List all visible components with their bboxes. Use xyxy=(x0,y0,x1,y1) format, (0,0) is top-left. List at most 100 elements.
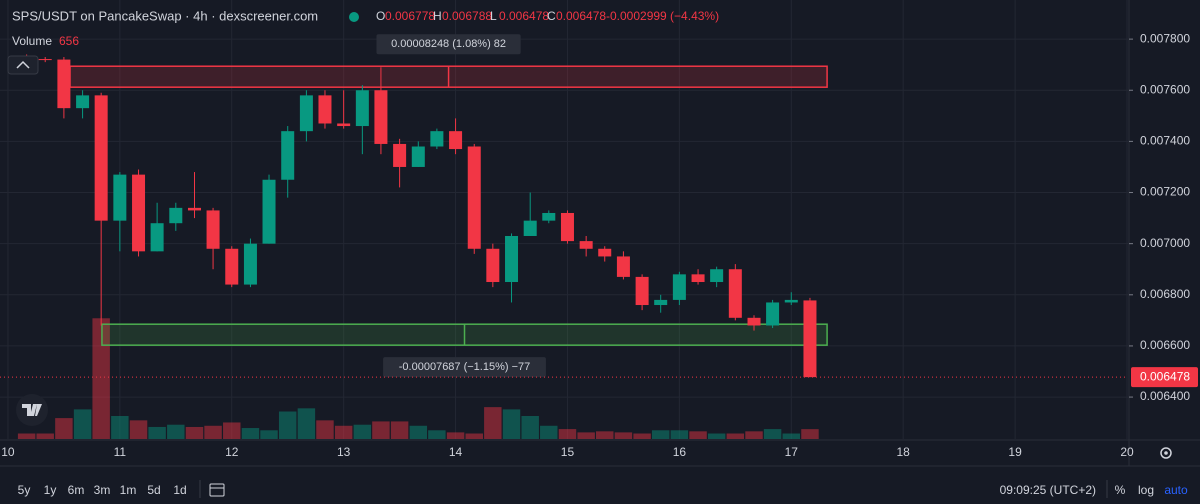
candle-body xyxy=(523,220,537,236)
clock: 09:09:25 (UTC+2) xyxy=(1000,483,1096,497)
candle-body xyxy=(747,317,761,326)
candle xyxy=(579,235,593,257)
ohlc-key: L xyxy=(490,9,497,23)
candle-body xyxy=(169,207,183,224)
candle-body xyxy=(355,90,369,127)
candle xyxy=(113,172,127,252)
range-button[interactable]: 1m xyxy=(120,483,137,497)
candle xyxy=(132,169,146,257)
candle-body xyxy=(505,235,519,283)
gear[interactable] xyxy=(1160,447,1172,459)
y-tick-label: 0.007200 xyxy=(1140,185,1190,199)
volume-bar xyxy=(111,415,129,439)
candle xyxy=(299,90,313,142)
calendar[interactable] xyxy=(209,483,225,497)
range-button[interactable]: 5y xyxy=(18,483,31,497)
candle xyxy=(672,271,686,306)
candle xyxy=(355,85,369,155)
candle-body xyxy=(299,95,313,132)
collapse-button[interactable] xyxy=(7,55,39,75)
zone-label: 0.00008248 (1.08%) 82 xyxy=(391,38,506,50)
volume-bar xyxy=(390,421,409,439)
x-tick-label: 17 xyxy=(785,445,799,459)
volume-bar xyxy=(223,422,241,439)
candle-body xyxy=(430,131,444,147)
candle xyxy=(691,269,705,285)
candle xyxy=(505,233,519,303)
candle xyxy=(598,246,612,262)
candle-body xyxy=(766,302,780,326)
chart-title: SPS/USDT on PancakeSwap · 4h · dexscreen… xyxy=(12,8,318,23)
volume-bar xyxy=(17,433,36,439)
candle-body xyxy=(337,123,351,127)
x-tick-label: 14 xyxy=(449,445,463,459)
scale-option[interactable]: log xyxy=(1138,483,1154,497)
candle-body xyxy=(486,248,500,283)
range-button[interactable]: 1y xyxy=(44,483,57,497)
volume-bar xyxy=(633,433,651,439)
ohlc-key: O xyxy=(376,9,385,23)
volume-pane xyxy=(17,318,819,439)
candle-body xyxy=(467,146,481,249)
candle xyxy=(243,238,257,288)
volume-bar xyxy=(558,429,577,439)
scale-option[interactable]: auto xyxy=(1164,483,1188,497)
settings-icon[interactable] xyxy=(1160,447,1172,459)
candle xyxy=(411,141,425,167)
candle-body xyxy=(262,179,276,244)
zone-label: -0.00007687 (−1.15%) −77 xyxy=(399,361,531,373)
scale-option[interactable]: % xyxy=(1115,483,1126,497)
ohlc-key: C xyxy=(547,9,556,23)
candle-body xyxy=(616,256,630,277)
calendar-icon[interactable] xyxy=(209,483,225,497)
candle xyxy=(76,90,90,119)
volume-bar xyxy=(465,433,483,439)
volume-bar xyxy=(334,425,353,439)
x-tick-label: 20 xyxy=(1120,445,1134,459)
candle-body xyxy=(635,276,649,306)
ohlc-value: 0.006788 xyxy=(442,9,492,23)
header: SPS/USDT on PancakeSwap · 4h · dexscreen… xyxy=(7,8,719,75)
candle xyxy=(449,118,463,155)
candle-body xyxy=(803,300,817,378)
x-tick-label: 13 xyxy=(337,445,351,459)
volume-bar xyxy=(185,426,204,439)
range-button[interactable]: 5d xyxy=(147,483,160,497)
collapse-icon xyxy=(16,60,30,69)
candle xyxy=(337,90,351,129)
zone-label-box xyxy=(376,34,521,55)
y-tick-label: 0.006600 xyxy=(1140,338,1190,352)
volume-bar xyxy=(36,433,54,439)
candle xyxy=(430,128,444,150)
change-value: -0.0002999 (−4.43%) xyxy=(606,9,719,23)
candles xyxy=(20,54,817,378)
volume-bar xyxy=(372,421,390,439)
candle xyxy=(225,246,239,288)
ohlc-value: 0.006478 xyxy=(556,9,606,23)
range-button[interactable]: 1d xyxy=(173,483,186,497)
ohlc-key: H xyxy=(433,9,442,23)
volume-bar xyxy=(614,432,633,439)
x-tick-label: 19 xyxy=(1008,445,1022,459)
volume-bar xyxy=(446,432,465,439)
candle xyxy=(281,126,295,198)
candle-body xyxy=(374,90,388,144)
volume-bar xyxy=(167,424,185,439)
candle-body xyxy=(132,174,146,252)
candle xyxy=(803,297,817,378)
candle-body xyxy=(691,274,705,283)
candle-body xyxy=(94,95,108,221)
volume-bar xyxy=(763,429,782,439)
volume-bar xyxy=(241,428,260,439)
candle-body xyxy=(542,212,556,221)
range-button[interactable]: 6m xyxy=(68,483,85,497)
y-tick-label: 0.007600 xyxy=(1140,82,1190,96)
candle xyxy=(728,264,742,321)
candle xyxy=(542,210,556,224)
zones: 0.00008248 (1.08%) 82 -0.00007687 (−1.15%… xyxy=(69,34,828,378)
range-button[interactable]: 3m xyxy=(94,483,111,497)
volume-bar xyxy=(596,431,614,439)
status-dot xyxy=(349,12,359,22)
volume-bar xyxy=(707,433,726,439)
